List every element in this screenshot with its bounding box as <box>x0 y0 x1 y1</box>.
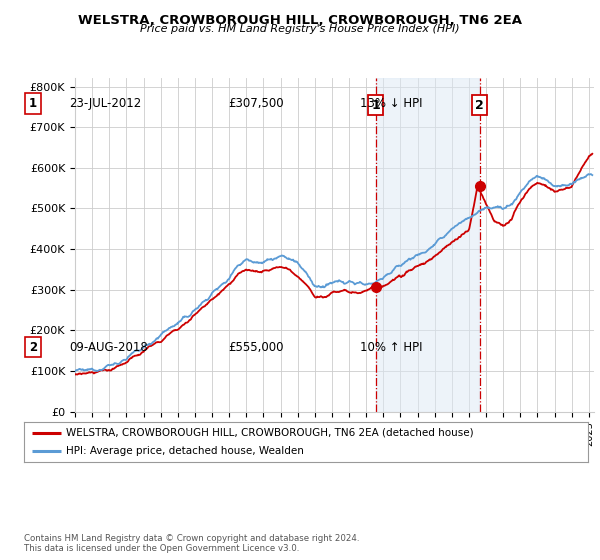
Text: 10% ↑ HPI: 10% ↑ HPI <box>360 340 422 354</box>
Text: HPI: Average price, detached house, Wealden: HPI: Average price, detached house, Weal… <box>66 446 304 456</box>
Text: 1: 1 <box>371 99 380 111</box>
Text: £307,500: £307,500 <box>228 97 284 110</box>
Text: 2: 2 <box>475 99 484 111</box>
Text: 09-AUG-2018: 09-AUG-2018 <box>69 340 148 354</box>
Text: 1: 1 <box>29 97 37 110</box>
Text: 23-JUL-2012: 23-JUL-2012 <box>69 97 141 110</box>
Text: 13% ↓ HPI: 13% ↓ HPI <box>360 97 422 110</box>
Text: WELSTRA, CROWBOROUGH HILL, CROWBOROUGH, TN6 2EA (detached house): WELSTRA, CROWBOROUGH HILL, CROWBOROUGH, … <box>66 428 474 437</box>
Text: WELSTRA, CROWBOROUGH HILL, CROWBOROUGH, TN6 2EA: WELSTRA, CROWBOROUGH HILL, CROWBOROUGH, … <box>78 14 522 27</box>
Text: Price paid vs. HM Land Registry's House Price Index (HPI): Price paid vs. HM Land Registry's House … <box>140 24 460 34</box>
Text: Contains HM Land Registry data © Crown copyright and database right 2024.
This d: Contains HM Land Registry data © Crown c… <box>24 534 359 553</box>
Text: £555,000: £555,000 <box>228 340 284 354</box>
Text: 2: 2 <box>29 340 37 354</box>
